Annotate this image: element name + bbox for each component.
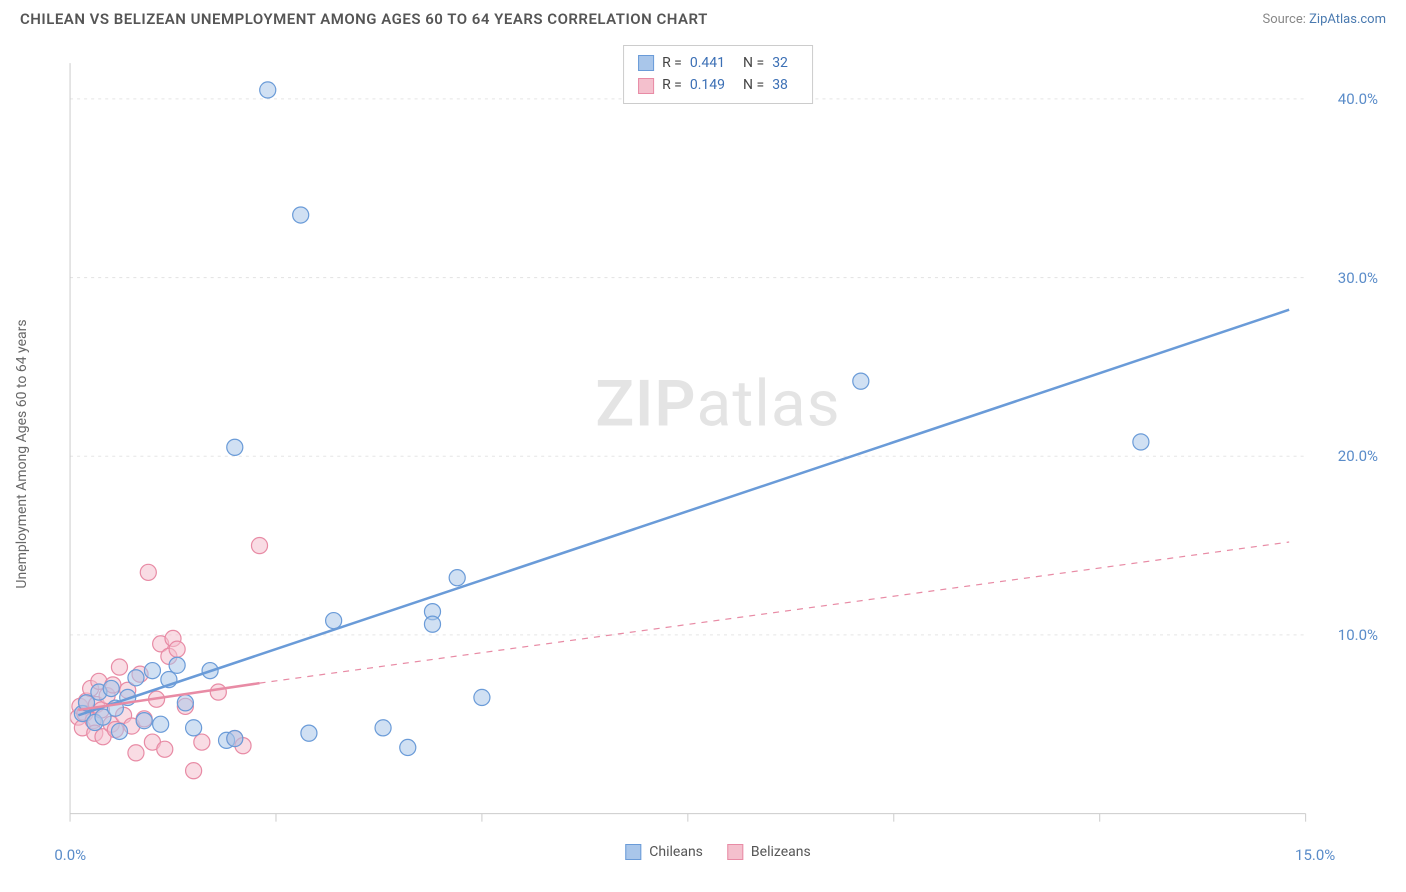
n-value-belizeans: 38 [772,74,788,96]
source-link[interactable]: ZipAtlas.com [1309,12,1386,27]
chart-area: Unemployment Among Ages 60 to 64 years Z… [50,45,1386,862]
stats-legend-box: R = 0.441 N = 32 R = 0.149 N = 38 [623,45,813,104]
stats-row-chileans: R = 0.441 N = 32 [638,52,798,74]
r-value-chileans: 0.441 [690,52,725,74]
legend-swatch-belizeans [727,844,743,860]
header: CHILEAN VS BELIZEAN UNEMPLOYMENT AMONG A… [0,0,1406,36]
stats-row-belizeans: R = 0.149 N = 38 [638,74,798,96]
source-attribution: Source: ZipAtlas.com [1262,12,1386,27]
swatch-belizeans [638,78,654,94]
y-axis-label: Unemployment Among Ages 60 to 64 years [14,319,30,588]
chart-title: CHILEAN VS BELIZEAN UNEMPLOYMENT AMONG A… [20,10,708,28]
n-value-chileans: 32 [772,52,788,74]
scatter-plot [60,45,1386,862]
legend-swatch-chileans [625,844,641,860]
legend-item-belizeans: Belizeans [727,844,811,860]
swatch-chileans [638,55,654,71]
r-value-belizeans: 0.149 [690,74,725,96]
legend-item-chileans: Chileans [625,844,703,860]
bottom-legend: Chileans Belizeans [625,844,810,860]
